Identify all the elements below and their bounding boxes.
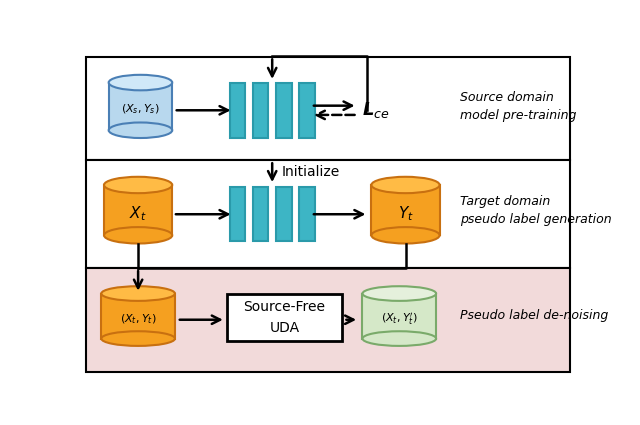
Bar <box>101 294 175 339</box>
Ellipse shape <box>371 177 440 193</box>
Bar <box>109 82 172 130</box>
Ellipse shape <box>101 331 175 346</box>
Text: $(X_t, Y_t')$: $(X_t, Y_t')$ <box>381 311 418 327</box>
Text: $X_t$: $X_t$ <box>129 204 147 223</box>
Text: Target domain
pseudo label generation: Target domain pseudo label generation <box>460 195 611 226</box>
Bar <box>104 185 172 235</box>
Bar <box>230 187 245 241</box>
Bar <box>86 57 570 160</box>
Bar <box>253 187 268 241</box>
Bar <box>230 82 245 138</box>
Ellipse shape <box>101 286 175 301</box>
Ellipse shape <box>109 75 172 91</box>
Ellipse shape <box>109 122 172 138</box>
Bar <box>276 82 292 138</box>
Bar <box>300 82 315 138</box>
Ellipse shape <box>362 286 436 301</box>
Bar <box>253 82 268 138</box>
Ellipse shape <box>104 227 172 244</box>
Text: Source-Free
UDA: Source-Free UDA <box>244 300 326 335</box>
Bar <box>371 185 440 235</box>
Bar <box>86 160 570 268</box>
Text: $(X_t, Y_t)$: $(X_t, Y_t)$ <box>120 312 156 326</box>
Ellipse shape <box>362 331 436 346</box>
Bar <box>300 187 315 241</box>
FancyBboxPatch shape <box>227 294 342 341</box>
Text: Pseudo label de-noising: Pseudo label de-noising <box>460 309 608 323</box>
Ellipse shape <box>104 177 172 193</box>
Bar <box>86 268 570 372</box>
Text: Source domain
model pre-training: Source domain model pre-training <box>460 91 576 122</box>
Ellipse shape <box>371 227 440 244</box>
Bar <box>276 187 292 241</box>
Text: $Y_t$: $Y_t$ <box>397 204 413 223</box>
Bar <box>362 294 436 339</box>
Text: $\boldsymbol{L}_{ce}$: $\boldsymbol{L}_{ce}$ <box>362 100 390 120</box>
Text: Initialize: Initialize <box>282 165 340 179</box>
Text: $(X_s, Y_s)$: $(X_s, Y_s)$ <box>121 103 160 116</box>
